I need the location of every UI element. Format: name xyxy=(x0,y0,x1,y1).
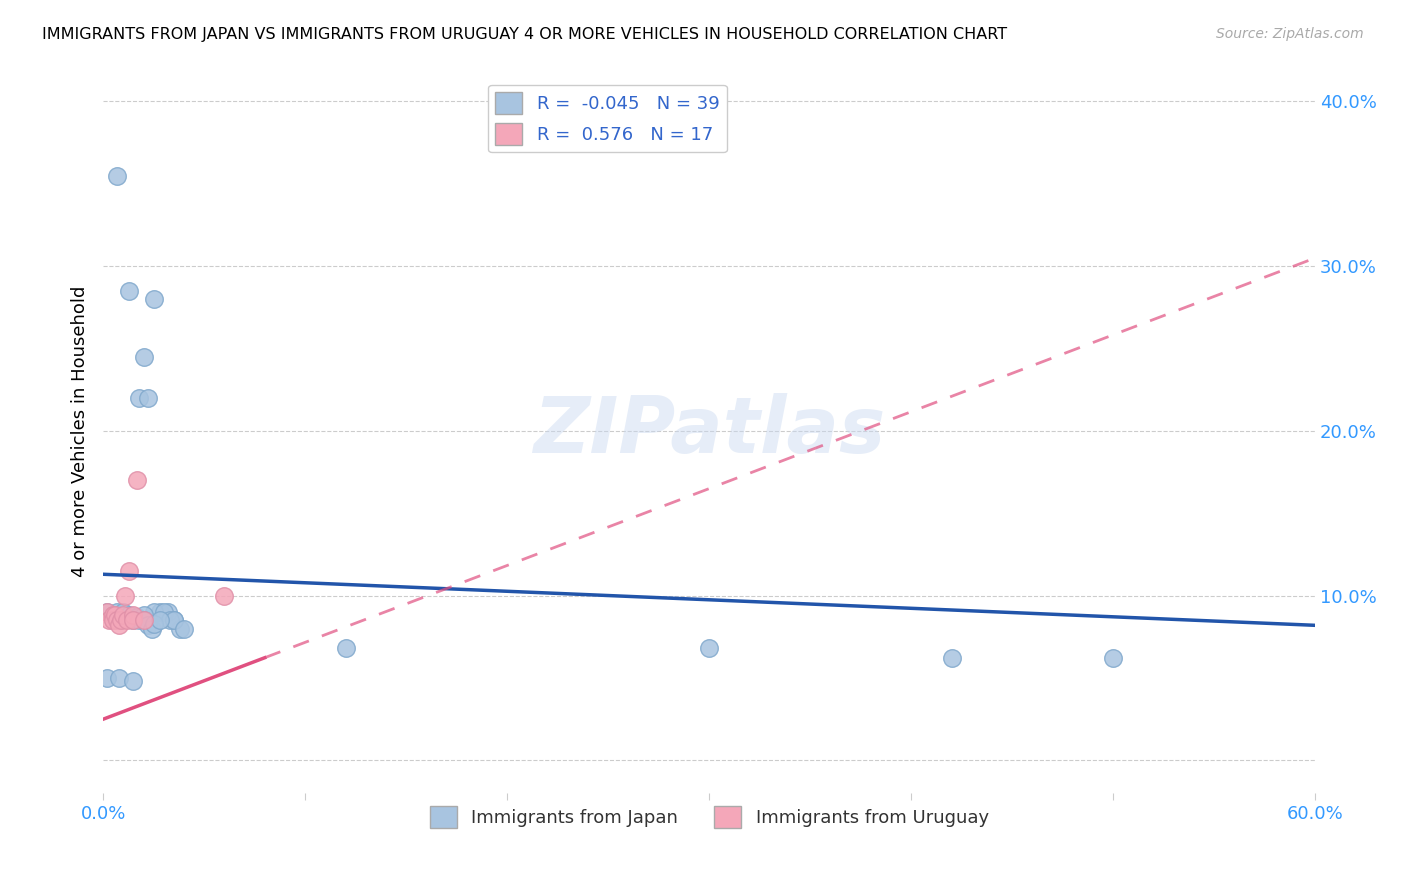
Point xyxy=(122,613,145,627)
Point xyxy=(335,641,357,656)
Point xyxy=(128,613,150,627)
Point xyxy=(105,613,128,627)
Point xyxy=(105,169,128,183)
Point xyxy=(122,608,145,623)
Point xyxy=(110,613,132,627)
Point xyxy=(96,605,118,619)
Point xyxy=(127,610,149,624)
Point xyxy=(132,613,155,627)
Point xyxy=(941,651,963,665)
Point xyxy=(169,622,191,636)
Point xyxy=(128,391,150,405)
Point xyxy=(117,612,139,626)
Point xyxy=(103,608,125,623)
Point xyxy=(122,674,145,689)
Point xyxy=(96,605,118,619)
Point xyxy=(112,608,135,623)
Point xyxy=(96,671,118,685)
Point xyxy=(118,608,141,623)
Point xyxy=(156,605,179,619)
Point xyxy=(127,474,149,488)
Point xyxy=(112,605,135,619)
Point xyxy=(163,613,186,627)
Point xyxy=(114,589,136,603)
Point xyxy=(149,613,172,627)
Text: Source: ZipAtlas.com: Source: ZipAtlas.com xyxy=(1216,27,1364,41)
Point xyxy=(132,613,155,627)
Point xyxy=(118,564,141,578)
Point xyxy=(141,622,163,636)
Point xyxy=(173,622,195,636)
Point xyxy=(214,589,236,603)
Legend: Immigrants from Japan, Immigrants from Uruguay: Immigrants from Japan, Immigrants from U… xyxy=(422,798,995,835)
Point xyxy=(142,616,165,631)
Point xyxy=(163,613,186,627)
Text: IMMIGRANTS FROM JAPAN VS IMMIGRANTS FROM URUGUAY 4 OR MORE VEHICLES IN HOUSEHOLD: IMMIGRANTS FROM JAPAN VS IMMIGRANTS FROM… xyxy=(42,27,1007,42)
Point xyxy=(108,618,131,632)
Point xyxy=(142,292,165,306)
Point xyxy=(103,613,125,627)
Point xyxy=(149,605,172,619)
Point xyxy=(103,608,125,623)
Point xyxy=(1102,651,1125,665)
Point xyxy=(132,350,155,364)
Point xyxy=(98,613,121,627)
Point xyxy=(142,605,165,619)
Y-axis label: 4 or more Vehicles in Household: 4 or more Vehicles in Household xyxy=(72,285,89,576)
Point xyxy=(108,671,131,685)
Point xyxy=(117,613,139,627)
Point xyxy=(136,618,159,632)
Point xyxy=(108,608,131,623)
Point xyxy=(118,284,141,298)
Point xyxy=(136,391,159,405)
Text: ZIPatlas: ZIPatlas xyxy=(533,393,886,469)
Point xyxy=(159,613,181,627)
Point xyxy=(122,613,145,627)
Point xyxy=(132,608,155,623)
Point xyxy=(105,605,128,619)
Point xyxy=(104,608,127,623)
Point xyxy=(152,605,174,619)
Point xyxy=(103,613,125,627)
Point xyxy=(697,641,720,656)
